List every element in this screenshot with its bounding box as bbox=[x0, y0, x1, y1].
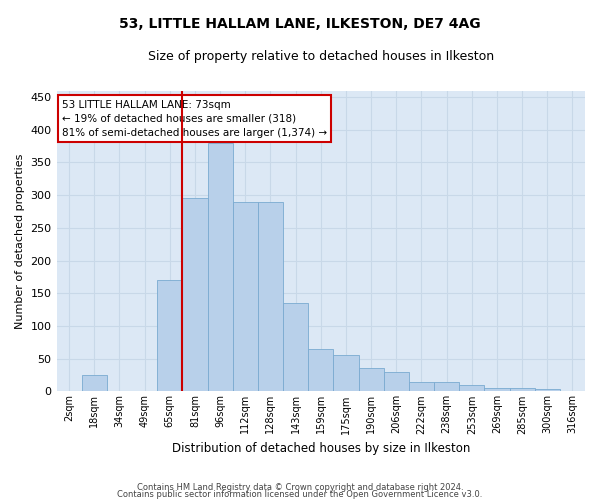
Bar bbox=[182, 198, 208, 392]
Bar bbox=[459, 385, 484, 392]
Bar bbox=[334, 356, 359, 392]
Bar bbox=[82, 375, 107, 392]
Bar bbox=[283, 303, 308, 392]
Bar bbox=[157, 280, 182, 392]
Bar bbox=[509, 388, 535, 392]
Bar bbox=[409, 382, 434, 392]
Bar bbox=[484, 388, 509, 392]
Y-axis label: Number of detached properties: Number of detached properties bbox=[15, 154, 25, 328]
Bar bbox=[359, 368, 383, 392]
Text: Contains public sector information licensed under the Open Government Licence v3: Contains public sector information licen… bbox=[118, 490, 482, 499]
Text: 53 LITTLE HALLAM LANE: 73sqm
← 19% of detached houses are smaller (318)
81% of s: 53 LITTLE HALLAM LANE: 73sqm ← 19% of de… bbox=[62, 100, 327, 138]
Bar bbox=[535, 390, 560, 392]
Bar bbox=[208, 143, 233, 392]
Text: 53, LITTLE HALLAM LANE, ILKESTON, DE7 4AG: 53, LITTLE HALLAM LANE, ILKESTON, DE7 4A… bbox=[119, 18, 481, 32]
Bar bbox=[258, 202, 283, 392]
Bar bbox=[308, 349, 334, 392]
X-axis label: Distribution of detached houses by size in Ilkeston: Distribution of detached houses by size … bbox=[172, 442, 470, 455]
Bar bbox=[233, 202, 258, 392]
Text: Contains HM Land Registry data © Crown copyright and database right 2024.: Contains HM Land Registry data © Crown c… bbox=[137, 484, 463, 492]
Bar bbox=[383, 372, 409, 392]
Bar bbox=[434, 382, 459, 392]
Title: Size of property relative to detached houses in Ilkeston: Size of property relative to detached ho… bbox=[148, 50, 494, 63]
